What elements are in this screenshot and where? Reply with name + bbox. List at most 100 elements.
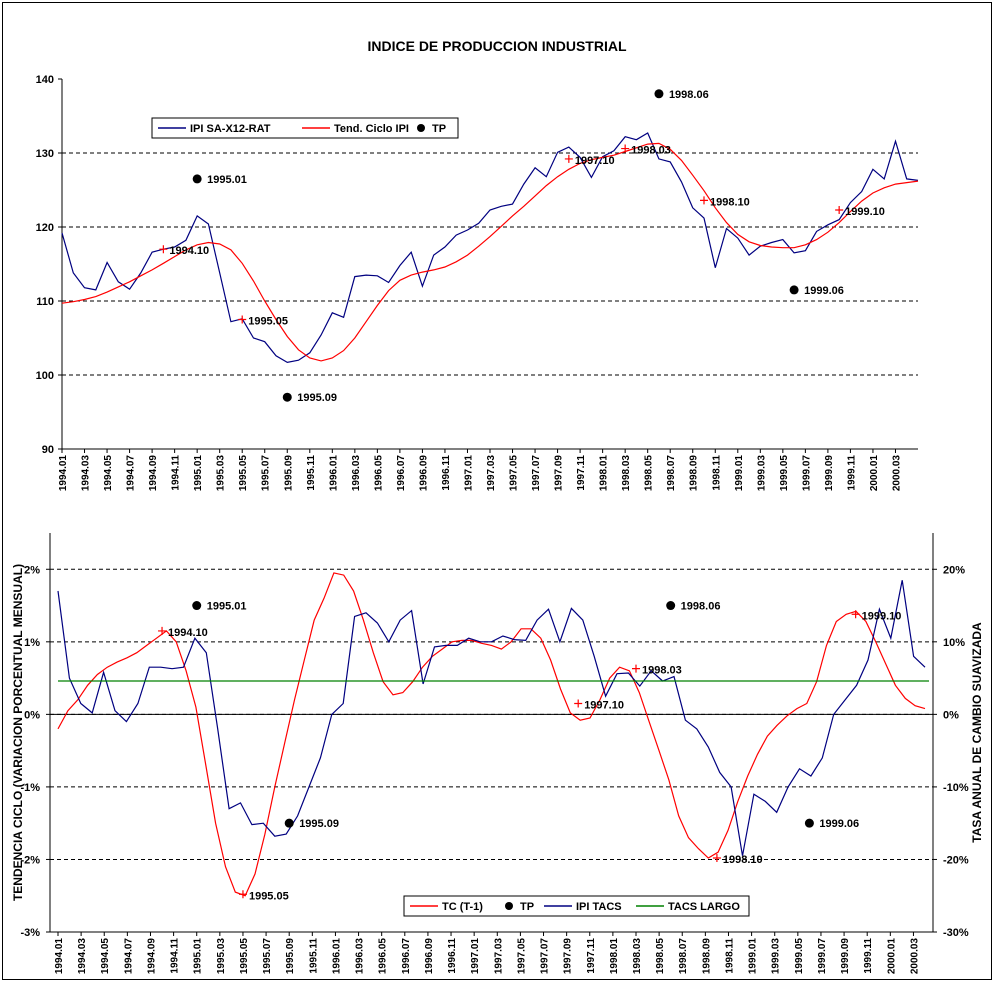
tp-label: 1998.06 — [681, 601, 721, 613]
x-tick-label: 2000.01 — [869, 455, 880, 492]
x-tick-label: 1997.09 — [554, 455, 565, 492]
y-tick-label: -1% — [20, 782, 40, 794]
chart-title: INDICE DE PRODUCCION INDUSTRIAL — [367, 38, 627, 54]
y-tick-label: 2% — [24, 564, 40, 576]
x-tick-label: 1996.11 — [441, 455, 452, 491]
x-tick-label: 1996.01 — [331, 938, 342, 975]
x-tick-label: 1998.01 — [609, 938, 620, 975]
tp-cross — [851, 610, 860, 619]
top-chart: 90 100 110 120 130 140 1994.01 1994.03 1994.05 19… — [36, 74, 919, 492]
tp-cross — [564, 154, 573, 163]
x-tick-label: 1998.03 — [632, 938, 643, 975]
y2-tick-label: 0% — [943, 709, 959, 721]
tp-label: 1999.10 — [862, 610, 902, 622]
tp-label: 1998.10 — [710, 196, 750, 208]
y-tick-label: 140 — [36, 74, 54, 86]
x-tick-label: 1997.11 — [586, 938, 597, 974]
x-tick-label: 1998.03 — [621, 455, 632, 492]
x-tick-label: 1994.05 — [103, 455, 114, 492]
tp-label: 1997.10 — [575, 155, 615, 167]
tp-cross — [574, 699, 583, 708]
tp-cross — [700, 196, 708, 205]
x-tick-label: 1995.07 — [262, 938, 273, 975]
legend-label: TP — [520, 901, 534, 913]
tp-cross — [835, 205, 844, 214]
y-tick-label: -3% — [20, 927, 40, 939]
x-tick-label: 1998.01 — [599, 455, 610, 492]
x-tick-label: 1997.05 — [516, 938, 527, 975]
y2-tick-label: 20% — [943, 564, 965, 576]
series-line-ipi-sa-x12-rat — [61, 132, 919, 364]
x-tick-label: 1994.01 — [54, 938, 65, 975]
x-tick-label: 1994.11 — [170, 938, 181, 974]
x-tick-label: 1994.05 — [100, 938, 111, 975]
legend-box — [403, 895, 750, 917]
y2-tick-label: -30% — [943, 927, 969, 939]
y-tick-label: 90 — [42, 444, 54, 456]
x-tick-label: 1996.03 — [351, 455, 362, 492]
x-tick-label: 2000.03 — [909, 938, 920, 975]
x-tick-label: 1998.09 — [701, 938, 712, 975]
tp-cross — [238, 315, 247, 324]
tp-label: 1998.10 — [723, 854, 763, 866]
x-tick-label: 1999.05 — [779, 455, 790, 492]
x-tick-label: 1998.07 — [666, 455, 677, 492]
legend-label: IPI TACS — [576, 901, 622, 913]
x-tick-label: 2000.01 — [886, 938, 897, 975]
legend-label: IPI SA-X12-RAT — [190, 123, 271, 135]
y2-tick-label: -20% — [943, 854, 969, 866]
tp-cross — [621, 144, 630, 153]
x-tick-label: 1997.07 — [540, 938, 551, 975]
y-tick-label: 0% — [24, 709, 40, 721]
x-tick-label: 1994.09 — [148, 455, 159, 492]
x-tick-label: 1996.05 — [378, 938, 389, 975]
x-tick-label: 1997.05 — [509, 455, 520, 492]
legend-label: TP — [432, 123, 446, 135]
tp-cross — [158, 626, 167, 635]
y2-tick-label: 10% — [943, 637, 965, 649]
x-tick-label: 1995.05 — [238, 455, 249, 492]
y-axis-title: TENDENCIA CICLO (VARIACION PORCENTUAL ME… — [11, 564, 25, 901]
y-tick-label: 110 — [36, 296, 54, 308]
x-tick-label: 1999.03 — [756, 455, 767, 492]
x-tick-label: 1996.07 — [396, 455, 407, 492]
x-tick-label: 1994.07 — [126, 455, 137, 492]
tp-point — [804, 818, 814, 828]
x-tick-label: 1994.11 — [171, 455, 182, 491]
x-tick-label: 1995.11 — [308, 938, 319, 974]
tp-point — [654, 89, 664, 99]
x-tick-label: 1998.07 — [678, 938, 689, 975]
x-tick-label: 1994.03 — [77, 938, 88, 975]
tp-point — [192, 174, 202, 184]
tp-cross — [159, 245, 168, 254]
x-tick-label: 1995.09 — [283, 455, 294, 492]
x-tick-label: 2000.03 — [891, 455, 902, 492]
tp-label: 1998.06 — [669, 89, 709, 101]
series-line-ipi-tacs — [57, 580, 926, 856]
y2-axis-title: TASA ANUAL DE CAMBIO SUAVIZADA — [970, 622, 984, 843]
x-tick-label: 1995.09 — [285, 938, 296, 975]
x-tick-label: 1996.09 — [418, 455, 429, 492]
x-tick-label: 1994.01 — [58, 455, 69, 492]
tp-label: 1995.09 — [297, 392, 337, 404]
y2-tick-label: -10% — [943, 782, 969, 794]
x-tick-label: 1999.09 — [824, 455, 835, 492]
x-tick-label: 1996.03 — [355, 938, 366, 975]
x-tick-label: 1998.09 — [689, 455, 700, 492]
y-tick-label: 100 — [36, 370, 54, 382]
x-tick-label: 1996.07 — [401, 938, 412, 975]
x-tick-label: 1999.01 — [734, 455, 745, 492]
tp-label: 1995.09 — [299, 818, 339, 830]
x-tick-label: 1995.01 — [193, 455, 204, 492]
x-tick-label: 1995.03 — [216, 938, 227, 975]
y-tick-label: -2% — [20, 854, 40, 866]
tp-label: 1994.10 — [168, 627, 208, 639]
x-tick-label: 1998.11 — [724, 938, 735, 974]
x-tick-label: 1999.03 — [771, 938, 782, 975]
x-tick-label: 1996.05 — [373, 455, 384, 492]
x-tick-label: 1995.01 — [193, 938, 204, 975]
x-tick-label: 1995.11 — [306, 455, 317, 491]
legend-label: TACS LARGO — [668, 901, 740, 913]
